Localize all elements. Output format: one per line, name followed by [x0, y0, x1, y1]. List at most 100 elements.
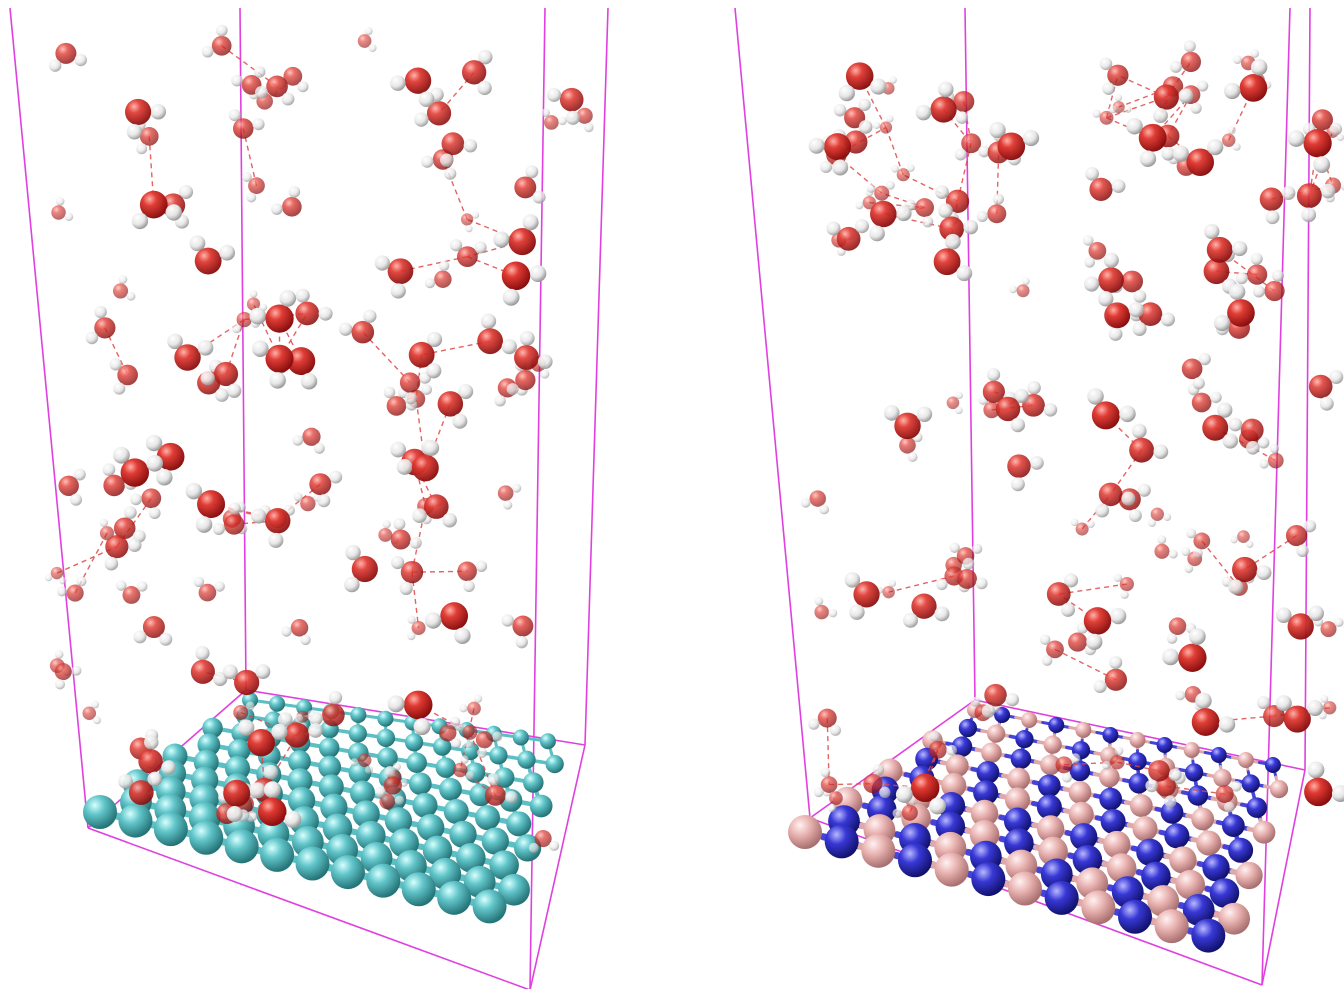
water-molecule — [891, 164, 915, 182]
water-molecule — [808, 133, 852, 176]
water-molecule — [190, 646, 228, 687]
sheet-atom — [384, 807, 413, 835]
sheet-atom — [1036, 794, 1062, 820]
water-molecule — [1145, 760, 1182, 793]
sheet-atom — [417, 813, 445, 842]
sheet-atom — [330, 855, 365, 890]
water-molecule — [1187, 383, 1222, 413]
sheet-atom — [1106, 853, 1137, 883]
sheet-atom — [1187, 785, 1209, 806]
sheet-atom — [981, 742, 1002, 763]
water-molecule — [271, 347, 318, 390]
sheet-atom — [269, 695, 286, 712]
sheet-atom — [1237, 752, 1254, 768]
sheet-atom — [1099, 787, 1123, 811]
sheet-atom — [1068, 780, 1092, 804]
water-molecule — [957, 557, 988, 590]
sheet-atom — [861, 833, 896, 868]
sheet-atom — [1182, 893, 1215, 926]
water-molecule — [1154, 535, 1178, 559]
water-molecule — [455, 722, 478, 749]
sheet-atom — [404, 733, 424, 752]
water-molecule — [903, 593, 950, 628]
water-molecule — [460, 211, 480, 233]
water-molecule — [1213, 283, 1255, 332]
sheet-atom — [260, 837, 295, 872]
water-molecule — [873, 115, 894, 134]
left-sheet-atoms — [83, 692, 564, 924]
water-molecule — [1102, 746, 1125, 770]
water-molecule — [437, 384, 474, 429]
sheet-atom — [1264, 757, 1281, 773]
water-molecule — [424, 602, 471, 645]
water-molecule — [863, 764, 891, 799]
water-molecule — [933, 233, 973, 282]
sheet-atom — [1005, 787, 1030, 813]
sheet-atom — [443, 799, 469, 824]
water-molecule — [54, 663, 82, 690]
water-molecule — [1099, 57, 1129, 95]
water-molecule — [112, 275, 136, 301]
sheet-atom — [1269, 779, 1289, 799]
sheet-atom — [1043, 735, 1062, 754]
sheet-atom — [1228, 837, 1254, 863]
water-molecule — [915, 81, 957, 123]
water-molecule — [338, 309, 377, 344]
sheet-atom — [1040, 754, 1061, 776]
water-molecule — [1181, 353, 1211, 390]
sheet-atom — [498, 873, 530, 906]
sheet-atom — [1241, 774, 1260, 793]
sheet-atom — [1007, 767, 1030, 791]
sheet-atom — [1068, 801, 1094, 827]
water-molecule — [439, 132, 478, 167]
boron-nitride-sheet — [788, 702, 1289, 953]
sheet-atom — [970, 799, 999, 828]
water-molecule — [883, 405, 933, 440]
sheet-atom — [1147, 885, 1180, 917]
sheet-atom — [439, 777, 462, 801]
water-molecule — [1092, 105, 1118, 125]
sheet-atom — [1037, 774, 1061, 798]
sheet-atom — [517, 750, 536, 769]
water-molecule — [201, 24, 232, 58]
sheet-atom — [1141, 861, 1171, 892]
water-molecule — [1084, 252, 1124, 293]
water-molecule — [1287, 129, 1332, 173]
water-molecule — [1083, 235, 1107, 268]
sheet-atom — [348, 724, 367, 743]
sheet-atom — [1038, 836, 1068, 867]
sheet-atom — [1118, 899, 1152, 934]
sheet-atom — [456, 843, 486, 873]
sheet-atom — [539, 733, 556, 750]
sheet-atom — [1128, 772, 1150, 794]
water-molecule — [1318, 694, 1337, 720]
water-molecule — [439, 716, 462, 749]
water-molecule — [116, 580, 148, 604]
sheet-atom — [1128, 752, 1147, 771]
water-molecule — [109, 358, 138, 395]
water-molecule — [928, 730, 958, 759]
water-molecule — [408, 331, 443, 379]
sheet-atom — [987, 724, 1006, 743]
sheet-atom — [1136, 838, 1164, 866]
sheet-atom — [1129, 732, 1146, 748]
water-molecule — [258, 781, 302, 828]
sheet-atom — [1100, 808, 1126, 834]
sheet-atom — [412, 792, 438, 818]
water-molecule — [412, 494, 457, 528]
water-molecule — [414, 87, 452, 127]
sheet-atom — [288, 750, 311, 773]
water-molecule — [1230, 530, 1254, 549]
sheet-atom — [1156, 737, 1173, 753]
water-molecule — [826, 219, 870, 251]
water-molecule — [48, 42, 88, 72]
water-molecule — [1275, 695, 1324, 733]
water-molecule — [1129, 423, 1169, 463]
water-molecule — [547, 87, 584, 125]
water-molecule — [1285, 519, 1317, 558]
sheet-atom — [788, 815, 822, 849]
water-molecule — [1308, 370, 1344, 411]
sheet-atom — [227, 738, 251, 762]
water-molecule — [212, 502, 245, 535]
water-molecule — [396, 440, 440, 482]
